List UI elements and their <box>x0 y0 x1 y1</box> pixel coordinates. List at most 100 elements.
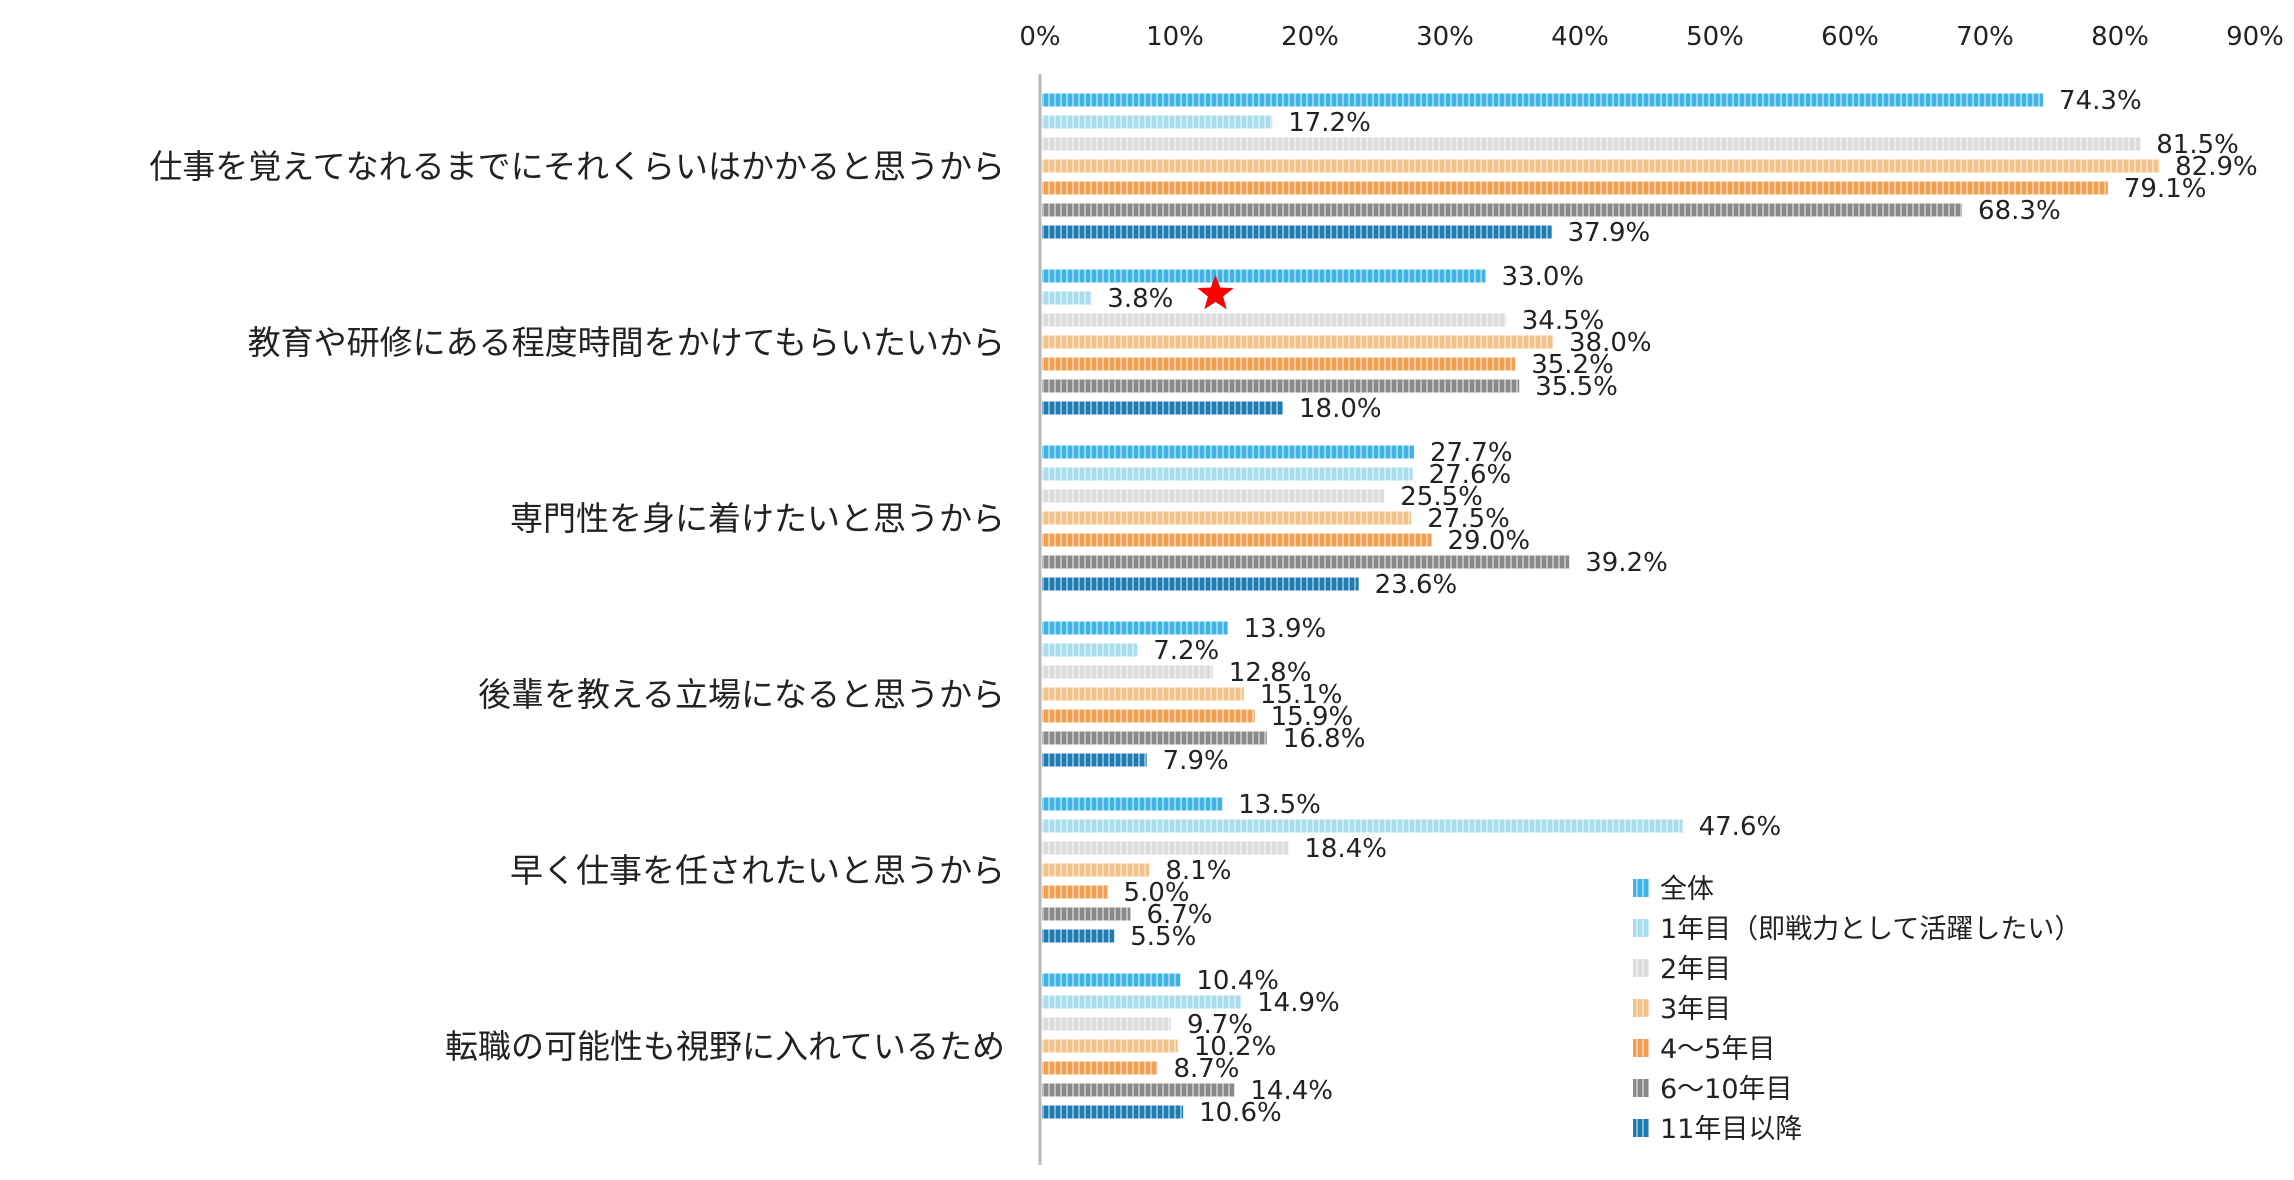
data-label: 25.5% <box>1400 482 1483 512</box>
bar-texture <box>1042 885 1108 899</box>
bar-texture <box>1042 863 1150 877</box>
bar-texture <box>1042 159 2160 173</box>
data-label: 23.6% <box>1375 570 1458 600</box>
x-tick-label: 80% <box>2091 22 2149 52</box>
category-label: 仕事を覚えてなれるまでにそれくらいはかかると思うから <box>149 147 1005 186</box>
bar-texture <box>1042 555 1570 569</box>
bar-texture <box>1042 1061 1158 1075</box>
legend-label: 11年目以降 <box>1660 1114 1802 1145</box>
category-label: 転職の可能性も視野に入れているため <box>445 1027 1005 1066</box>
bar-texture <box>1042 1017 1171 1031</box>
data-label: 10.2% <box>1194 1032 1277 1062</box>
bar-texture <box>1042 269 1486 283</box>
data-label: 10.6% <box>1199 1098 1282 1128</box>
x-tick-label: 70% <box>1956 22 2014 52</box>
bar-texture <box>1042 225 1552 239</box>
data-label: 5.5% <box>1130 922 1196 952</box>
data-label: 27.7% <box>1430 438 1513 468</box>
bar-texture <box>1042 445 1414 459</box>
bar-texture <box>1042 643 1138 657</box>
legend-label: 4〜5年目 <box>1660 1034 1775 1065</box>
legend-swatch-texture <box>1633 1079 1649 1097</box>
data-label: 7.9% <box>1163 746 1229 776</box>
data-label: 27.6% <box>1429 460 1512 490</box>
data-label: 35.2% <box>1531 350 1614 380</box>
data-label: 15.1% <box>1260 680 1343 710</box>
data-label: 12.8% <box>1229 658 1312 688</box>
data-label: 18.0% <box>1299 394 1382 424</box>
data-label: 68.3% <box>1978 196 2061 226</box>
data-label: 39.2% <box>1585 548 1668 578</box>
bar-texture <box>1042 313 1506 327</box>
bar-texture <box>1042 291 1092 305</box>
data-label: 14.4% <box>1250 1076 1333 1106</box>
bar-texture <box>1042 973 1181 987</box>
x-tick-label: 90% <box>2226 22 2284 52</box>
data-label: 13.5% <box>1238 790 1321 820</box>
bar-texture <box>1042 731 1267 745</box>
bar-texture <box>1042 1105 1184 1119</box>
x-tick-label: 20% <box>1281 22 1339 52</box>
bar-texture <box>1042 137 2141 151</box>
data-label: 8.7% <box>1173 1054 1239 1084</box>
bar-texture <box>1042 709 1255 723</box>
bar-texture <box>1042 93 2044 107</box>
data-label: 33.0% <box>1502 262 1585 292</box>
bars <box>1042 93 2160 1119</box>
data-label: 37.9% <box>1568 218 1651 248</box>
bar-texture <box>1042 181 2108 195</box>
data-label: 14.9% <box>1257 988 1340 1018</box>
data-label: 6.7% <box>1146 900 1212 930</box>
legend-swatch-texture <box>1633 999 1649 1017</box>
data-label: 15.9% <box>1271 702 1354 732</box>
data-label: 17.2% <box>1288 108 1371 138</box>
bar-texture <box>1042 357 1516 371</box>
bar-texture <box>1042 489 1385 503</box>
data-label: 29.0% <box>1448 526 1531 556</box>
data-label: 74.3% <box>2059 86 2142 116</box>
data-label: 18.4% <box>1304 834 1387 864</box>
x-tick-label: 50% <box>1686 22 1744 52</box>
category-label: 後輩を教える立場になると思うから <box>478 675 1005 714</box>
star-marker-icon <box>1197 275 1234 310</box>
data-label: 34.5% <box>1522 306 1605 336</box>
x-tick-label: 30% <box>1416 22 1474 52</box>
bar-texture <box>1042 1083 1235 1097</box>
x-axis: 0% 10% 20% 30% 40% 50% 60% 70% 80% 90% <box>1019 22 2284 1165</box>
data-label: 9.7% <box>1187 1010 1253 1040</box>
legend-label: 全体 <box>1660 874 1714 905</box>
data-label: 10.4% <box>1196 966 1279 996</box>
legend-swatch-texture <box>1633 959 1649 977</box>
x-tick-label: 10% <box>1146 22 1204 52</box>
bar-texture <box>1042 929 1115 943</box>
bar-texture <box>1042 753 1147 767</box>
bar-texture <box>1042 401 1283 415</box>
legend-label: 3年目 <box>1660 994 1731 1025</box>
bar-texture <box>1042 115 1273 129</box>
legend: 全体 1年目（即戦力として活躍したい） 2年目 3年目 4〜5年目 6〜10年目 11年目以… <box>1633 874 2081 1145</box>
bar-texture <box>1042 467 1413 481</box>
bar-texture <box>1042 819 1683 833</box>
bar-texture <box>1042 907 1131 921</box>
data-label: 13.9% <box>1244 614 1327 644</box>
data-label: 47.6% <box>1699 812 1782 842</box>
legend-label: 1年目（即戦力として活躍したい） <box>1660 914 2081 945</box>
category-label: 教育や研修にある程度時間をかけてもらいたいから <box>248 323 1005 362</box>
data-label: 79.1% <box>2124 174 2207 204</box>
category-labels: 仕事を覚えてなれるまでにそれくらいはかかると思うから教育や研修にある程度時間をか… <box>149 147 1005 1066</box>
bar-texture <box>1042 379 1520 393</box>
data-label: 3.8% <box>1107 284 1173 314</box>
legend-swatch-texture <box>1633 919 1649 937</box>
bar-texture <box>1042 1039 1178 1053</box>
legend-label: 2年目 <box>1660 954 1731 985</box>
data-label: 5.0% <box>1124 878 1190 908</box>
bar-texture <box>1042 995 1242 1009</box>
legend-swatch-texture <box>1633 879 1649 897</box>
data-label: 82.9% <box>2175 152 2258 182</box>
bar-texture <box>1042 511 1412 525</box>
legend-swatch-texture <box>1633 1119 1649 1137</box>
data-label: 7.2% <box>1153 636 1219 666</box>
x-tick-label: 40% <box>1551 22 1609 52</box>
legend-label: 6〜10年目 <box>1660 1074 1793 1105</box>
